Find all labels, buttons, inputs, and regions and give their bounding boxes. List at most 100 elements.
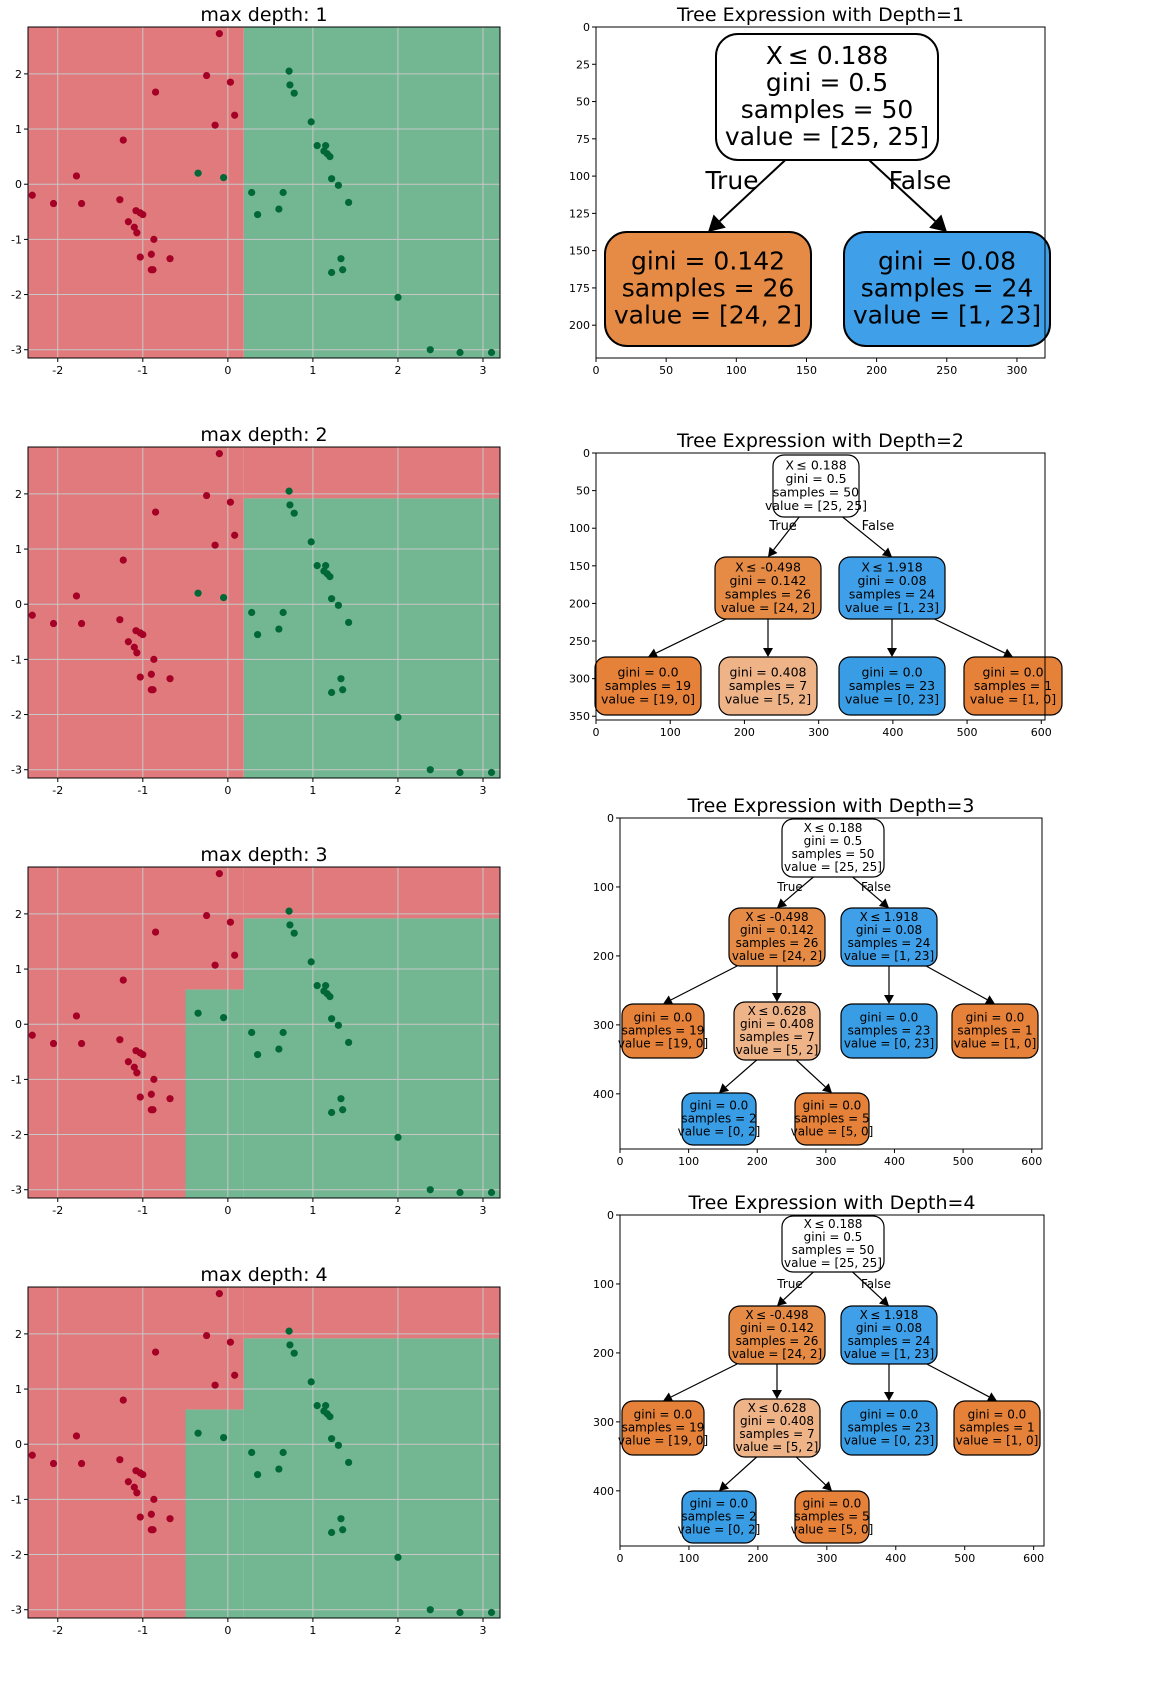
y-tick-label: 2 xyxy=(15,68,22,81)
tree-node-text: samples = 50 xyxy=(792,1243,875,1257)
tree-edge xyxy=(725,1059,758,1088)
split-threshold: ≤ 0.628 xyxy=(758,1004,806,1018)
tree-node-split-label: X ≤ 0.188 xyxy=(804,1217,863,1231)
tree-node-text: samples = 19 xyxy=(622,1421,705,1435)
edge-label-false: False xyxy=(889,166,952,195)
x-tick-label: 400 xyxy=(885,1552,906,1565)
data-point-red xyxy=(139,1050,147,1059)
tree-node-text: value = [24, 2] xyxy=(732,949,822,963)
data-point-red xyxy=(139,1470,147,1479)
x-tick-label: -2 xyxy=(52,1204,63,1217)
data-point-green xyxy=(487,1188,496,1197)
chart-title: max depth: 1 xyxy=(200,4,327,26)
y-tick-label: -1 xyxy=(11,1073,22,1086)
data-point-red xyxy=(231,1371,239,1379)
data-point-red xyxy=(149,1106,157,1114)
y-tick-label: 50 xyxy=(576,485,590,498)
x-tick-label: -1 xyxy=(137,1624,148,1637)
split-feature: X xyxy=(748,1401,756,1415)
x-tick-label: 500 xyxy=(957,726,978,739)
data-point-green xyxy=(487,1608,496,1617)
tree-node-text: samples = 26 xyxy=(725,587,811,602)
data-point-red xyxy=(116,616,124,624)
data-point-red xyxy=(150,655,158,663)
region-green xyxy=(185,989,244,1198)
tree-node-text: gini = 0.0 xyxy=(803,1099,862,1113)
x-tick-label: 0 xyxy=(617,1552,624,1565)
data-point-red xyxy=(226,1338,235,1346)
data-point-red xyxy=(136,253,144,261)
data-point-green xyxy=(194,1009,202,1017)
split-threshold: ≤ 0.628 xyxy=(758,1401,806,1415)
data-point-red xyxy=(124,1058,132,1066)
data-point-red xyxy=(215,1290,223,1298)
data-point-red xyxy=(215,30,223,38)
data-point-green xyxy=(328,1015,336,1023)
tree-edge xyxy=(719,159,787,222)
tree-edge-arrowhead xyxy=(884,1392,894,1401)
region-green xyxy=(243,918,500,1198)
data-point-red xyxy=(151,928,160,936)
tree-node-text: gini = 0.0 xyxy=(982,664,1043,679)
split-feature: X xyxy=(766,41,783,70)
tree-edge xyxy=(934,618,1006,654)
tree-edge xyxy=(926,1363,990,1398)
data-point-green xyxy=(328,595,336,603)
chart-title: max depth: 4 xyxy=(200,1264,327,1286)
data-point-red xyxy=(147,1510,155,1518)
tree-edge xyxy=(795,1059,826,1088)
region-green xyxy=(243,498,500,778)
tree-edge xyxy=(655,618,727,654)
tree-edge-arrowhead xyxy=(777,898,788,908)
data-point-green xyxy=(220,174,228,182)
data-point-green xyxy=(220,1014,228,1022)
y-tick-label: -1 xyxy=(11,233,22,246)
tree-node-text: samples = 50 xyxy=(773,485,859,500)
y-tick-label: 0 xyxy=(15,598,22,611)
y-tick-label: 175 xyxy=(569,282,590,295)
tree-node-split-label: X ≤ 1.918 xyxy=(861,560,922,575)
data-point-green xyxy=(322,1402,330,1410)
decision-boundary-plot-depth-1: max depth: 1 -2 -1 0 1 2 3 -3 -2 -1 0 1 2 xyxy=(11,4,501,377)
tree-node-text: value = [5, 0] xyxy=(791,1125,874,1139)
tree-edge-arrowhead xyxy=(719,1481,730,1491)
decision-boundary-plot-depth-2: max depth: 2 -2 -1 0 1 2 3 -3 -2 -1 0 1 2 xyxy=(11,424,501,797)
data-point-red xyxy=(28,1451,36,1459)
data-point-red xyxy=(119,976,127,984)
data-point-red xyxy=(150,235,158,243)
tree-node-text: value = [24, 2] xyxy=(732,1347,822,1361)
tree-node-split-label: X ≤ 0.188 xyxy=(785,458,846,473)
data-point-red xyxy=(124,1478,132,1486)
data-point-green xyxy=(254,1470,262,1479)
tree-edge-arrowhead xyxy=(881,547,892,557)
edge-label-true: True xyxy=(768,519,797,534)
tree-node-text: gini = 0.408 xyxy=(740,1017,814,1031)
region-red xyxy=(185,867,244,990)
data-point-green xyxy=(279,188,287,197)
x-tick-label: 200 xyxy=(747,1155,768,1168)
data-point-red xyxy=(72,1012,81,1020)
tree-node xyxy=(594,656,702,716)
tree-node-text: value = [0, 23] xyxy=(845,691,939,706)
y-tick-label: -1 xyxy=(11,1493,22,1506)
split-feature: X xyxy=(860,1308,868,1322)
x-tick-label: 300 xyxy=(815,1155,836,1168)
tree-node-text: value = [1, 23] xyxy=(845,600,939,615)
chart-title: max depth: 2 xyxy=(200,424,327,446)
split-feature: X xyxy=(861,560,870,575)
x-tick-label: 0 xyxy=(224,1624,231,1637)
split-threshold: ≤ 0.188 xyxy=(796,458,846,473)
data-point-green xyxy=(290,509,298,517)
split-feature: X xyxy=(860,910,868,924)
tree-node-text: samples = 23 xyxy=(849,678,935,693)
region-red xyxy=(28,447,244,778)
data-point-red xyxy=(151,1348,160,1356)
y-tick-label: -3 xyxy=(11,344,22,357)
data-point-green xyxy=(328,1108,336,1117)
tree-node-text: samples = 7 xyxy=(729,678,807,693)
tree-node xyxy=(840,1400,938,1456)
tree-node-text: gini = 0.142 xyxy=(631,247,785,276)
data-point-red xyxy=(49,1039,58,1048)
x-tick-label: 100 xyxy=(726,364,747,377)
tree-node-text: samples = 24 xyxy=(861,274,1034,303)
